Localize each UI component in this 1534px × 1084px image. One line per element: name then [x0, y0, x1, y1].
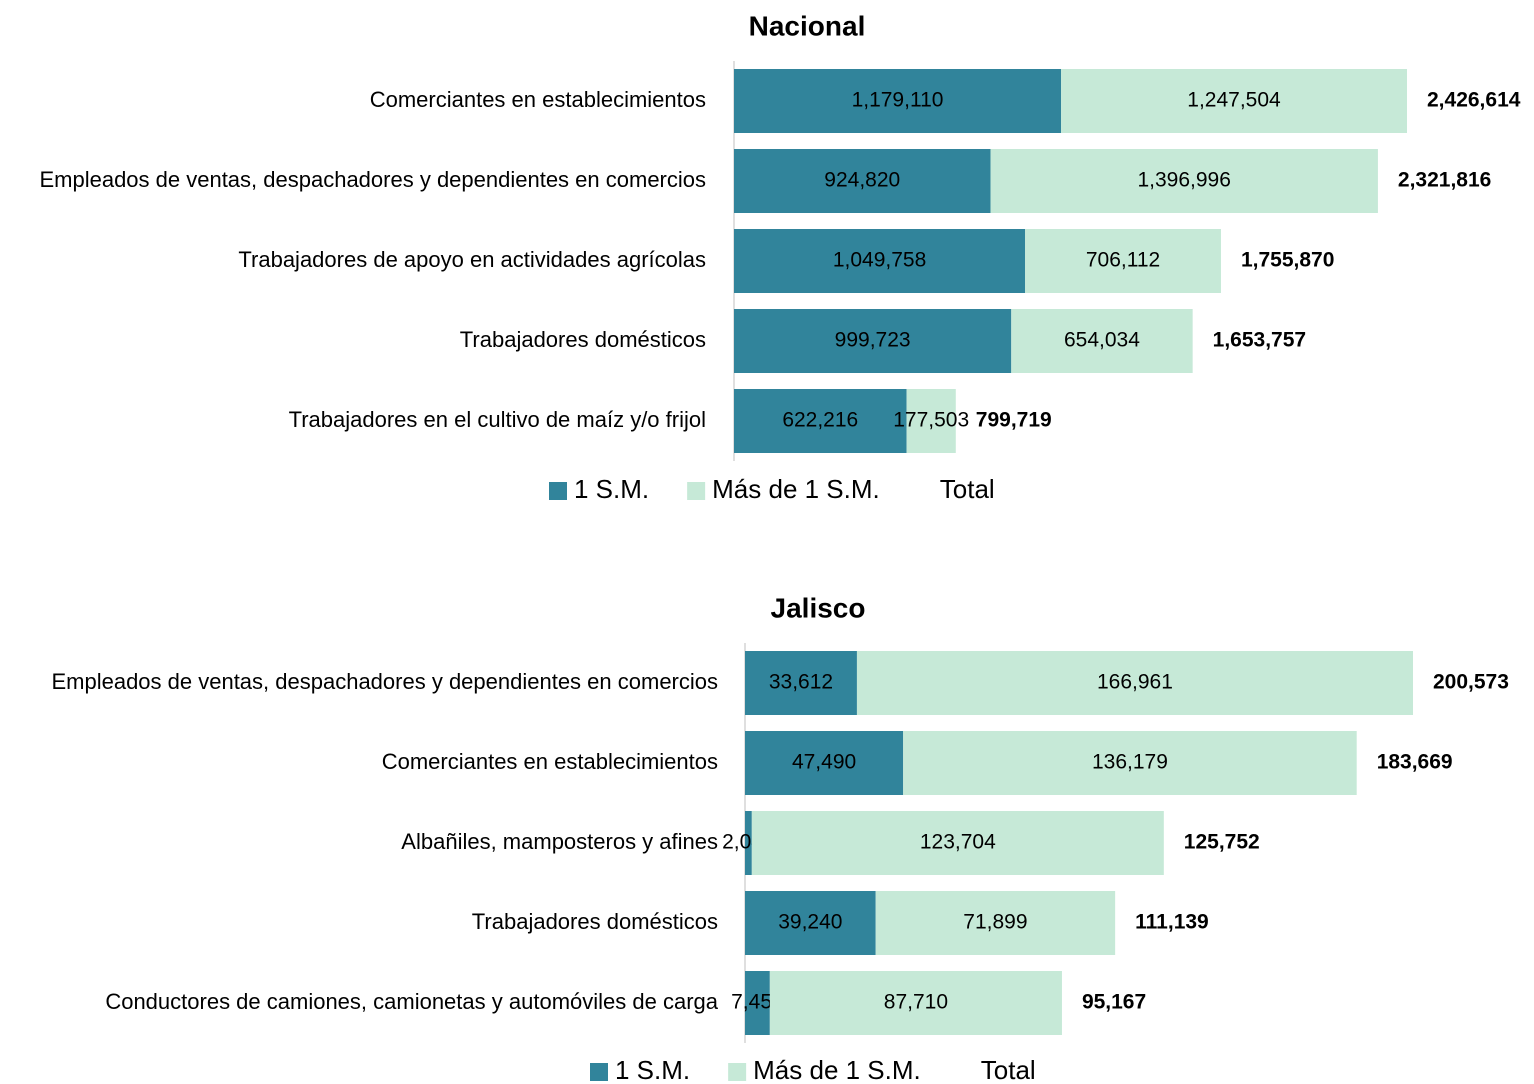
- category-label: Empleados de ventas, despachadores y dep…: [39, 167, 706, 192]
- bar-segment: [745, 891, 876, 955]
- legend-label: Total: [940, 474, 995, 504]
- total-label: 1,755,870: [1241, 249, 1334, 272]
- category-label: Conductores de camiones, camionetas y au…: [105, 989, 718, 1014]
- bar-segment: [734, 149, 991, 213]
- total-label: 2,426,614: [1427, 89, 1521, 112]
- bar-segment: [906, 389, 956, 453]
- bar-segment: [745, 731, 904, 795]
- data-label: 999,723: [835, 329, 911, 352]
- category-label: Empleados de ventas, despachadores y dep…: [51, 669, 718, 694]
- category-label: Trabajadores domésticos: [460, 327, 706, 352]
- bar-segment: [903, 731, 1357, 795]
- data-label: 654,034: [1064, 329, 1140, 352]
- data-label: 47,490: [792, 751, 856, 774]
- category-label: Trabajadores de apoyo en actividades agr…: [238, 247, 706, 272]
- data-label: 39,240: [778, 911, 842, 934]
- category-label: Albañiles, mamposteros y afines: [401, 829, 718, 854]
- category-label: Comerciantes en establecimientos: [370, 87, 706, 112]
- total-label: 183,669: [1377, 751, 1453, 774]
- category-label: Comerciantes en establecimientos: [382, 749, 718, 774]
- total-label: 95,167: [1082, 991, 1146, 1014]
- legend-swatch: [728, 1063, 747, 1081]
- data-label: 622,216: [782, 409, 858, 432]
- legend-label: Más de 1 S.M.: [712, 474, 880, 504]
- total-label: 799,719: [976, 409, 1052, 432]
- data-label: 136,179: [1092, 751, 1168, 774]
- category-label: Trabajadores domésticos: [472, 909, 718, 934]
- bar-segment: [875, 891, 1116, 955]
- total-label: 125,752: [1184, 831, 1260, 854]
- legend-label: Total: [981, 1055, 1036, 1084]
- bar-segment: [1061, 69, 1407, 133]
- bar-segment: [751, 811, 1164, 875]
- bar-segment: [1011, 309, 1193, 373]
- data-label: 1,179,110: [852, 89, 944, 112]
- data-label: 71,899: [963, 911, 1027, 934]
- chart-title: Jalisco: [771, 592, 866, 623]
- chart-title: Nacional: [749, 10, 866, 41]
- category-label: Trabajadores en el cultivo de maíz y/o f…: [289, 407, 706, 432]
- bar-segment: [734, 309, 1012, 373]
- bar-segment: [1025, 229, 1221, 293]
- total-label: 1,653,757: [1213, 329, 1306, 352]
- data-label: 1,049,758: [833, 249, 926, 272]
- bar-segment: [734, 229, 1026, 293]
- data-label: 177,503: [893, 409, 969, 432]
- bar-segment: [745, 971, 770, 1035]
- data-label: 924,820: [824, 169, 900, 192]
- total-label: 2,321,816: [1398, 169, 1491, 192]
- bar-segment: [745, 651, 857, 715]
- data-label: 1,396,996: [1137, 169, 1230, 192]
- data-label: 33,612: [769, 671, 833, 694]
- bar-segment: [745, 811, 752, 875]
- bar-segment: [734, 389, 907, 453]
- legend-swatch: [590, 1063, 608, 1081]
- legend-label: 1 S.M.: [615, 1055, 690, 1084]
- bar-segment: [856, 651, 1413, 715]
- bar-segment: [990, 149, 1378, 213]
- bar-segment: [769, 971, 1062, 1035]
- total-label: 111,139: [1135, 911, 1209, 934]
- legend-label: Más de 1 S.M.: [753, 1055, 921, 1084]
- data-label: 87,710: [884, 991, 948, 1014]
- data-label: 166,961: [1097, 671, 1173, 694]
- data-label: 123,704: [920, 831, 996, 854]
- legend-swatch: [687, 482, 706, 500]
- data-label: 706,112: [1086, 249, 1160, 272]
- bar-segment: [734, 69, 1062, 133]
- total-label: 200,573: [1433, 671, 1509, 694]
- legend-swatch: [549, 482, 567, 500]
- data-label: 1,247,504: [1187, 89, 1281, 112]
- legend-label: 1 S.M.: [574, 474, 649, 504]
